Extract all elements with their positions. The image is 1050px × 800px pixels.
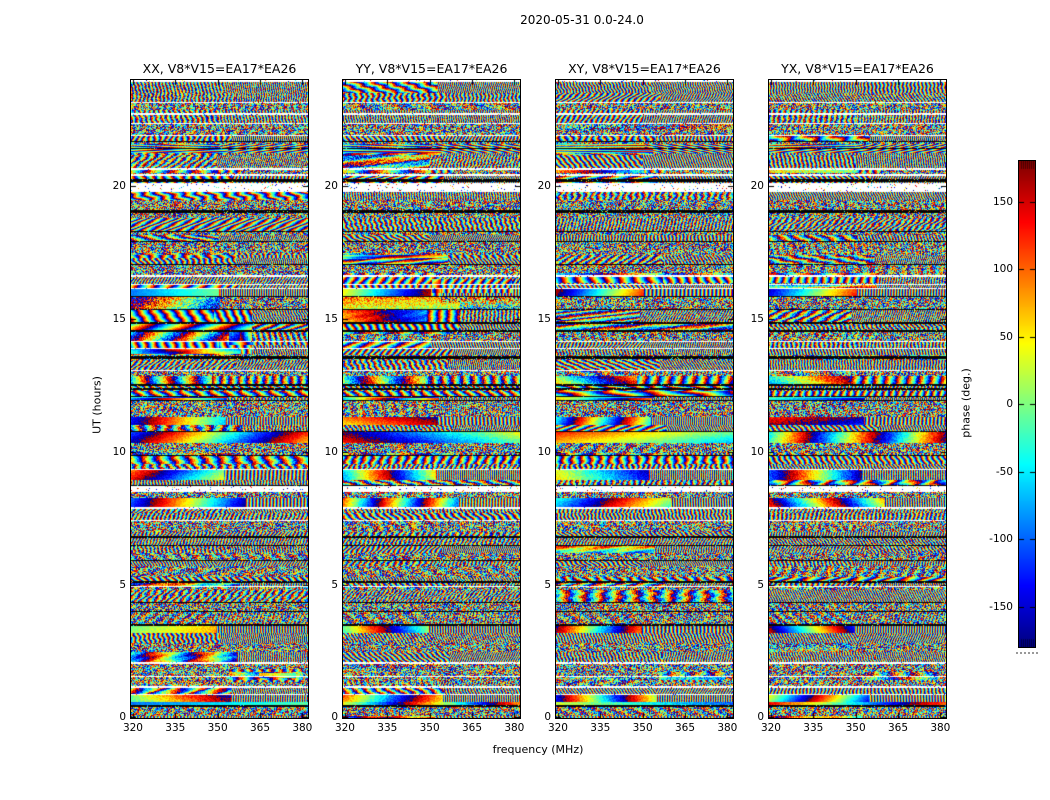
heatmap-panel-yx: YX, V8*V15=EA17*EA26 0 5 10 15 20 320 335 350 36…	[751, 61, 951, 734]
x-tick-label: 380	[292, 722, 313, 734]
y-axis-label: UT (hours)	[90, 376, 104, 434]
colorbar-canvas	[1019, 161, 1035, 647]
x-tick-label: 335	[377, 722, 398, 734]
y-tick-label: 5	[757, 579, 764, 592]
y-tick-label: 5	[544, 579, 551, 592]
x-axis-label: frequency (MHz)	[492, 743, 584, 756]
colorbar-tick-label: 0	[1006, 398, 1013, 410]
panel-title: YY, V8*V15=EA17*EA26	[355, 61, 508, 76]
colorbar-tick-label: 100	[992, 263, 1013, 275]
y-tick-label: 10	[324, 446, 338, 459]
colorbar: -150 -100 -50 0 50 100 150	[989, 160, 1036, 648]
x-tick-label: 365	[674, 722, 696, 734]
heatmap-panel-xx: XX, V8*V15=EA17*EA26 0 5 10 15 20 320 335 350 36…	[113, 61, 313, 734]
heatmap-panel-xy: XY, V8*V15=EA17*EA26 0 5 10 15 20 320 335 350 36…	[538, 61, 738, 734]
colorbar-tick-label: -50	[995, 466, 1013, 478]
y-tick-label: 15	[112, 313, 126, 326]
y-tick-label: 10	[537, 446, 551, 459]
y-tick-label: 0	[119, 711, 126, 723]
x-tick-label: 350	[845, 722, 866, 734]
y-tick-label: 0	[757, 711, 764, 723]
panel-title: XX, V8*V15=EA17*EA26	[142, 61, 297, 76]
phase-heatmap-canvas	[556, 80, 733, 718]
y-tick-label: 15	[324, 313, 338, 326]
y-tick-label: 20	[112, 180, 126, 193]
colorbar-tick-label: 50	[999, 331, 1013, 343]
y-tick-label: 15	[750, 313, 764, 326]
y-tick-label: 20	[750, 180, 764, 193]
y-tick-label: 20	[537, 180, 551, 193]
y-tick-label: 0	[331, 711, 338, 723]
colorbar-tick-label: -100	[989, 533, 1013, 545]
colorbar-axis-label: phase (deg.)	[959, 368, 973, 438]
panel-title: YX, V8*V15=EA17*EA26	[781, 61, 934, 76]
x-tick-label: 335	[165, 722, 186, 734]
y-tick-label: 0	[544, 711, 551, 723]
x-tick-label: 320	[334, 722, 355, 734]
y-tick-label: 10	[112, 446, 126, 459]
y-tick-label: 15	[537, 313, 551, 326]
panel-title: XY, V8*V15=EA17*EA26	[568, 61, 721, 76]
x-tick-label: 380	[504, 722, 525, 734]
x-tick-label: 380	[930, 722, 951, 734]
x-tick-label: 350	[207, 722, 228, 734]
x-tick-label: 350	[632, 722, 653, 734]
y-tick-label: 10	[750, 446, 764, 459]
x-tick-label: 320	[122, 722, 143, 734]
phase-heatmap-canvas	[131, 80, 308, 718]
x-tick-label: 365	[887, 722, 909, 734]
phase-heatmap-canvas	[343, 80, 520, 718]
heatmap-panel-yy: YY, V8*V15=EA17*EA26 0 5 10 15 20 320 335 350 36…	[325, 61, 525, 734]
colorbar-tick-label: -150	[989, 601, 1013, 613]
x-tick-label: 335	[590, 722, 611, 734]
x-tick-label: 380	[717, 722, 738, 734]
x-tick-label: 320	[547, 722, 568, 734]
x-tick-label: 350	[419, 722, 440, 734]
y-tick-label: 5	[331, 579, 338, 592]
y-tick-label: 5	[119, 579, 126, 592]
phase-heatmap-canvas	[769, 80, 946, 718]
colorbar-tick-label: 150	[992, 196, 1013, 208]
x-tick-label: 335	[803, 722, 824, 734]
x-tick-label: 320	[760, 722, 781, 734]
x-tick-label: 365	[249, 722, 271, 734]
figure-title: 2020-05-31 0.0-24.0	[520, 13, 644, 27]
colorbar-underline-dots	[1016, 652, 1038, 654]
x-tick-label: 365	[461, 722, 483, 734]
y-tick-label: 20	[324, 180, 338, 193]
